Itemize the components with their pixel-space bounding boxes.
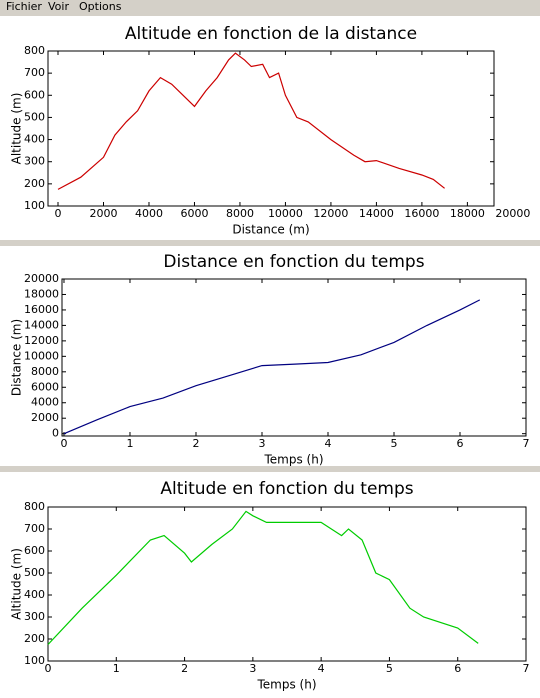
y-tick-label: 700 <box>24 66 45 79</box>
x-tick-label: 2 <box>192 437 199 450</box>
x-axis-label: Temps (h) <box>263 453 323 467</box>
x-tick-label: 6 <box>454 662 461 675</box>
x-tick-label: 20000 <box>495 207 530 220</box>
menu-item[interactable]: Fichier <box>6 0 42 13</box>
x-tick-label: 8000 <box>226 207 254 220</box>
x-tick-label: 0 <box>45 662 52 675</box>
y-tick-label: 800 <box>24 500 45 513</box>
data-line <box>63 299 481 435</box>
y-tick-label: 500 <box>24 566 45 579</box>
y-tick-label: 8000 <box>31 365 59 378</box>
y-tick-label: 400 <box>24 133 45 146</box>
y-tick-label: 500 <box>24 110 45 123</box>
x-tick-label: 3 <box>249 662 256 675</box>
y-axis-label: Altitude (m) <box>10 548 24 620</box>
plot-area <box>47 506 527 662</box>
y-tick-label: 300 <box>24 155 45 168</box>
y-axis-label: Distance (m) <box>10 319 24 396</box>
plot-area <box>61 278 527 437</box>
y-tick-label: 600 <box>24 88 45 101</box>
y-tick-label: 4000 <box>31 396 59 409</box>
x-tick-label: 4000 <box>135 207 163 220</box>
y-tick-label: 0 <box>52 427 59 440</box>
x-tick-label: 12000 <box>313 207 348 220</box>
x-tick-label: 0 <box>60 437 67 450</box>
data-line <box>47 510 479 645</box>
y-tick-label: 18000 <box>24 287 59 300</box>
x-tick-label: 6 <box>456 437 463 450</box>
y-tick-label: 800 <box>24 44 45 57</box>
x-tick-label: 4 <box>324 437 331 450</box>
y-tick-label: 700 <box>24 522 45 535</box>
chart-title: Distance en fonction du temps <box>163 252 424 272</box>
x-axis-label: Temps (h) <box>256 678 316 692</box>
x-tick-label: 2 <box>181 662 188 675</box>
x-tick-label: 10000 <box>268 207 303 220</box>
y-tick-label: 16000 <box>24 303 59 316</box>
data-line <box>57 52 445 190</box>
x-tick-label: 14000 <box>359 207 394 220</box>
x-tick-label: 5 <box>386 662 393 675</box>
menu-item[interactable]: Voir <box>48 0 69 13</box>
x-tick-label: 3 <box>258 437 265 450</box>
chart-title: Altitude en fonction du temps <box>160 479 413 499</box>
x-tick-label: 16000 <box>404 207 439 220</box>
chart-title: Altitude en fonction de la distance <box>125 24 417 44</box>
x-tick-label: 18000 <box>450 207 485 220</box>
y-tick-label: 100 <box>24 199 45 212</box>
x-axis-label: Distance (m) <box>232 223 309 237</box>
x-tick-label: 1 <box>113 662 120 675</box>
y-tick-label: 12000 <box>24 334 59 347</box>
y-tick-label: 200 <box>24 632 45 645</box>
y-axis-label: Altitude (m) <box>10 93 24 165</box>
x-tick-label: 7 <box>523 437 530 450</box>
x-tick-label: 2000 <box>89 207 117 220</box>
y-tick-label: 20000 <box>24 272 59 285</box>
menu-item[interactable]: Options <box>79 0 122 13</box>
x-tick-label: 0 <box>55 207 62 220</box>
x-tick-label: 5 <box>390 437 397 450</box>
y-tick-label: 200 <box>24 177 45 190</box>
x-tick-label: 7 <box>523 662 530 675</box>
y-tick-label: 6000 <box>31 380 59 393</box>
y-tick-label: 2000 <box>31 411 59 424</box>
x-tick-label: 4 <box>318 662 325 675</box>
y-tick-label: 400 <box>24 588 45 601</box>
y-tick-label: 300 <box>24 610 45 623</box>
x-tick-label: 1 <box>126 437 133 450</box>
x-tick-label: 6000 <box>180 207 208 220</box>
plot-area <box>47 50 495 207</box>
y-tick-label: 100 <box>24 654 45 667</box>
y-tick-label: 14000 <box>24 318 59 331</box>
y-tick-label: 600 <box>24 544 45 557</box>
y-tick-label: 10000 <box>24 349 59 362</box>
